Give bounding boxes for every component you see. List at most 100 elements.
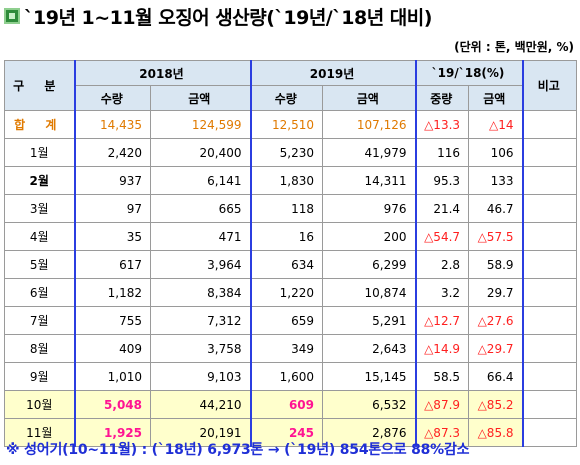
- row-month: 4월: [4, 222, 75, 251]
- cell-ratio-qty: 21.4: [414, 194, 470, 223]
- cell-ratio-qty: 58.5: [414, 362, 470, 391]
- cell-q2019: 1,830: [249, 166, 324, 195]
- cell-q2018: 409: [73, 334, 151, 363]
- cell-q2019: 659: [249, 306, 324, 335]
- cell-a2018: 9,103: [149, 362, 252, 391]
- cell-a2019: 976: [322, 194, 417, 223]
- header-2019-amount: 금액: [322, 85, 417, 111]
- header-ratio-amount: 금액: [468, 85, 524, 111]
- row-month: 3월: [4, 194, 75, 223]
- cell-q2018: 35: [73, 222, 151, 251]
- row-month: 9월: [4, 362, 75, 391]
- cell-a2018: 20,191: [149, 418, 252, 447]
- header-row-1: 구 분 2018년 2019년 `19/`18(%) 비고: [4, 60, 578, 111]
- cell-a2018: 20,400: [149, 138, 252, 167]
- cell-q2018: 1,010: [73, 362, 151, 391]
- cell-a2018: 3,758: [149, 334, 252, 363]
- cell-a2019: 10,874: [322, 278, 417, 307]
- cell-remark: [522, 138, 578, 167]
- cell-q2019: 16: [249, 222, 324, 251]
- footnote: ※ 성어기(10~11월) : (`18년) 6,973톤 → (`19년) 8…: [6, 442, 470, 458]
- unit-note: (단위 : 톤, 백만원, %): [454, 40, 574, 54]
- cell-a2019: 41,979: [322, 138, 417, 167]
- total-label: 합 계: [4, 110, 75, 139]
- cell-a2018: 6,141: [149, 166, 252, 195]
- header-2018-qty: 수량: [73, 85, 151, 111]
- total-row: 합 계 14,435 124,599 12,510 107,126 △13.3 …: [4, 110, 578, 139]
- cell-a2018: 8,384: [149, 278, 252, 307]
- row-month: 5월: [4, 250, 75, 279]
- cell-remark: [522, 418, 578, 447]
- total-a2019: 107,126: [322, 110, 417, 139]
- page-title: `19년 1~11월 오징어 생산량(`19년/`18년 대비): [24, 6, 432, 29]
- cell-ratio-qty: 95.3: [414, 166, 470, 195]
- cell-a2018: 471: [149, 222, 252, 251]
- table-row-highlight: 11월 1,925 20,191 245 2,876 △87.3 △85.8: [4, 418, 578, 447]
- cell-q2019: 118: [249, 194, 324, 223]
- cell-ratio-qty: △87.9: [414, 390, 470, 419]
- cell-a2018: 44,210: [149, 390, 252, 419]
- cell-remark: [522, 250, 578, 279]
- cell-a2019: 2,643: [322, 334, 417, 363]
- table-row: 6월 1,182 8,384 1,220 10,874 3.2 29.7: [4, 278, 578, 307]
- cell-remark: [522, 390, 578, 419]
- cell-a2019: 200: [322, 222, 417, 251]
- header-remarks: 비고: [522, 60, 578, 111]
- cell-a2019: 5,291: [322, 306, 417, 335]
- cell-ratio-amount: 133: [468, 166, 524, 195]
- cell-ratio-qty: △14.9: [414, 334, 470, 363]
- row-month: 11월: [4, 418, 75, 447]
- total-a2018: 124,599: [149, 110, 252, 139]
- cell-remark: [522, 278, 578, 307]
- cell-a2018: 665: [149, 194, 252, 223]
- cell-ratio-amount: △29.7: [468, 334, 524, 363]
- total-ratio-qty: △13.3: [414, 110, 470, 139]
- row-month: 7월: [4, 306, 75, 335]
- cell-ratio-qty: △87.3: [414, 418, 470, 447]
- cell-q2018: 2,420: [73, 138, 151, 167]
- header-row-2: 수량 금액 수량 금액 중량 금액: [5, 85, 577, 111]
- cell-a2018: 7,312: [149, 306, 252, 335]
- row-month: 1월: [4, 138, 75, 167]
- total-ratio-amount: △14: [468, 110, 524, 139]
- cell-q2018: 755: [73, 306, 151, 335]
- cell-q2019: 609: [249, 390, 324, 419]
- cell-ratio-qty: △12.7: [414, 306, 470, 335]
- cell-q2018: 5,048: [73, 390, 151, 419]
- cell-q2018: 1,182: [73, 278, 151, 307]
- cell-ratio-qty: △54.7: [414, 222, 470, 251]
- table-row: 7월 755 7,312 659 5,291 △12.7 △27.6: [4, 306, 578, 335]
- cell-remark: [522, 166, 578, 195]
- row-month: 8월: [4, 334, 75, 363]
- table-row: 3월 97 665 118 976 21.4 46.7: [4, 194, 578, 223]
- cell-q2018: 97: [73, 194, 151, 223]
- row-month: 6월: [4, 278, 75, 307]
- header-ratio-qty: 중량: [414, 85, 470, 111]
- total-q2018: 14,435: [73, 110, 151, 139]
- header-2018: 2018년: [73, 60, 252, 86]
- cell-q2019: 1,220: [249, 278, 324, 307]
- cell-ratio-amount: 106: [468, 138, 524, 167]
- cell-a2018: 3,964: [149, 250, 252, 279]
- row-month: 10월: [4, 390, 75, 419]
- table-row: 2월 937 6,141 1,830 14,311 95.3 133: [4, 166, 578, 195]
- cell-ratio-amount: △85.8: [468, 418, 524, 447]
- header-2019-qty: 수량: [249, 85, 324, 111]
- table-row-highlight: 10월 5,048 44,210 609 6,532 △87.9 △85.2: [4, 390, 578, 419]
- table-row: 5월 617 3,964 634 6,299 2.8 58.9: [4, 250, 578, 279]
- cell-a2019: 15,145: [322, 362, 417, 391]
- cell-remark: [522, 362, 578, 391]
- cell-q2018: 617: [73, 250, 151, 279]
- total-remark: [522, 110, 578, 139]
- table-row: 9월 1,010 9,103 1,600 15,145 58.5 66.4: [4, 362, 578, 391]
- cell-q2019: 349: [249, 334, 324, 363]
- title-bar: `19년 1~11월 오징어 생산량(`19년/`18년 대비): [4, 3, 432, 29]
- cell-ratio-qty: 116: [414, 138, 470, 167]
- table-row: 8월 409 3,758 349 2,643 △14.9 △29.7: [4, 334, 578, 363]
- cell-a2019: 2,876: [322, 418, 417, 447]
- cell-a2019: 6,299: [322, 250, 417, 279]
- header-category: 구 분: [4, 60, 75, 111]
- production-table: 구 분 2018년 2019년 `19/`18(%) 비고 수량 금액 수량 금…: [4, 60, 578, 447]
- cell-a2019: 14,311: [322, 166, 417, 195]
- cell-remark: [522, 194, 578, 223]
